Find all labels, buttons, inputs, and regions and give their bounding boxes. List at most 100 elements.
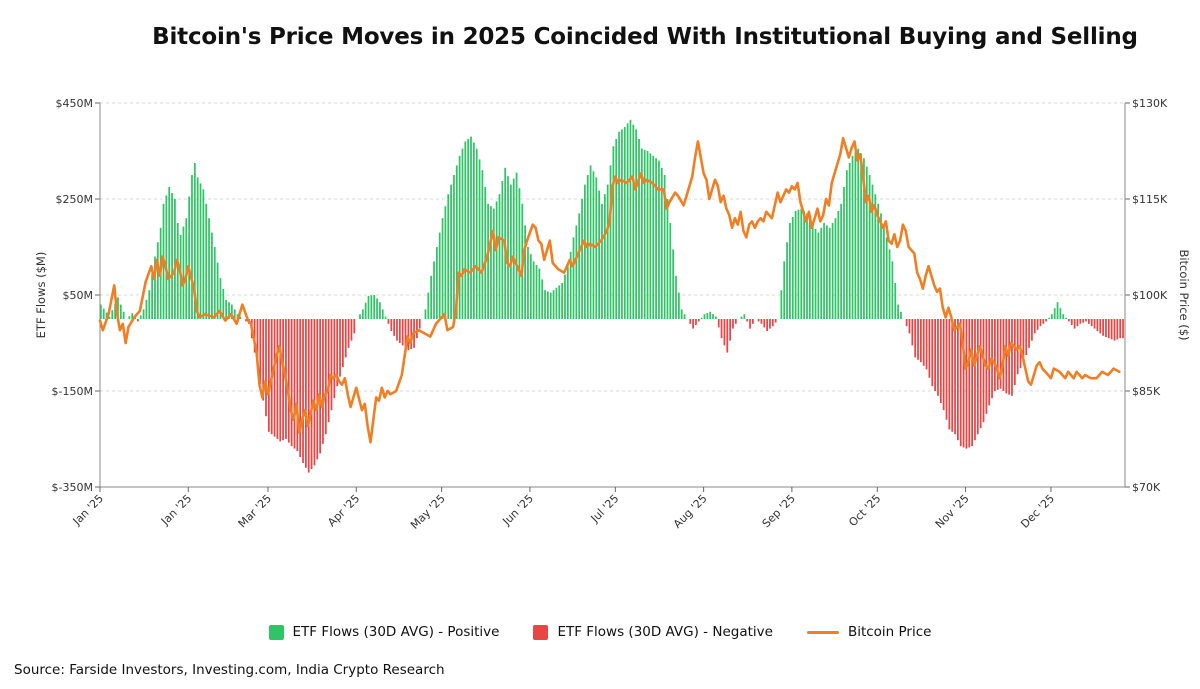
flow-bar-negative [330, 319, 333, 411]
flow-bar-positive [461, 148, 464, 319]
flow-bar-positive [589, 165, 592, 319]
flow-bar-positive [1062, 314, 1065, 319]
flow-bar-positive [874, 194, 877, 319]
flow-bar-negative [720, 319, 723, 339]
flow-bar-negative [1096, 319, 1099, 331]
flow-bar-positive [857, 148, 860, 319]
flow-bar-positive [1059, 308, 1062, 319]
flow-bar-negative [954, 319, 956, 435]
flow-bar-positive [552, 290, 555, 319]
flow-bar-positive [441, 218, 444, 319]
flow-bar-positive [623, 127, 626, 319]
flow-bar-positive [527, 247, 529, 319]
flow-bar-negative [333, 319, 336, 399]
flow-bar-negative [1122, 319, 1124, 339]
flow-bar-positive [808, 219, 811, 319]
flow-bar-negative [937, 319, 939, 396]
flow-bar-positive [529, 254, 532, 319]
flow-bar-positive [524, 225, 526, 319]
flow-bar-negative [996, 319, 999, 390]
y-tick-label-right: $70K [1132, 481, 1161, 494]
flow-bar-positive [635, 129, 638, 319]
flow-bar-positive [182, 226, 185, 319]
flow-bar-positive [225, 299, 228, 319]
flow-bar-negative [310, 319, 313, 469]
flow-bar-positive [532, 261, 535, 319]
flow-bar-positive [213, 247, 216, 319]
flow-bar-positive [578, 213, 581, 319]
flow-bar-negative [1079, 319, 1082, 324]
flow-bar-positive [233, 309, 236, 319]
flow-bar-positive [205, 203, 208, 319]
flow-bar-positive [786, 242, 788, 319]
flow-bar-negative [276, 319, 279, 439]
flow-bar-negative [717, 319, 720, 328]
flow-bar-positive [823, 223, 825, 319]
flow-bar-negative [1076, 319, 1079, 327]
flow-bar-positive [575, 225, 578, 319]
flow-bar-positive [549, 292, 552, 319]
legend-item-negative: ETF Flows (30D AVG) - Negative [533, 624, 773, 640]
legend-item-positive: ETF Flows (30D AVG) - Positive [268, 624, 499, 640]
flow-bar-negative [766, 319, 768, 331]
flow-bar-positive [222, 289, 225, 319]
flow-bar-negative [1045, 319, 1048, 322]
flow-bar-positive [538, 268, 541, 319]
flow-bar-positive [800, 208, 803, 319]
flow-bar-negative [928, 319, 931, 378]
flow-bar-negative [763, 319, 766, 328]
flow-bar-positive [145, 299, 148, 319]
flow-bar-positive [663, 175, 666, 319]
flow-bar-positive [658, 160, 660, 319]
y-tick-label-right: $85K [1132, 385, 1161, 398]
flow-bar-negative [342, 319, 344, 367]
flow-bar-negative [911, 319, 914, 346]
flow-bar-positive [472, 142, 475, 319]
flow-bar-positive [367, 295, 370, 319]
flow-bar-positive [156, 242, 159, 319]
flow-bar-positive [840, 203, 843, 319]
flow-bar-positive [119, 304, 122, 319]
flow-bar-negative [1036, 319, 1039, 330]
flow-bar-positive [598, 190, 601, 319]
flow-bar-negative [347, 319, 350, 348]
x-tick-label: Jan '25 [158, 492, 194, 528]
flow-bar-positive [572, 237, 575, 319]
flow-bar-negative [965, 319, 968, 449]
flow-bar-negative [1008, 319, 1011, 395]
flow-bar-positive [868, 175, 871, 319]
flow-bar-positive [854, 152, 857, 319]
flow-bar-negative [1110, 319, 1113, 340]
flow-bar-positive [891, 261, 894, 319]
flow-bar-negative [410, 319, 413, 349]
x-tick-label: Sep '25 [760, 492, 798, 530]
flow-bar-negative [957, 319, 959, 441]
flow-bar-positive [880, 213, 882, 319]
flow-bar-positive [703, 314, 706, 319]
flow-bar-positive [706, 313, 709, 319]
flow-bar-negative [1019, 319, 1022, 369]
flow-bar-negative [942, 319, 945, 411]
flow-bar-positive [806, 213, 808, 319]
flow-bar-positive [626, 123, 629, 320]
flow-bar-positive [615, 139, 618, 319]
flow-bar-negative [746, 319, 749, 322]
flow-bar-positive [860, 153, 862, 319]
x-tick-label: Dec '25 [1018, 492, 1057, 531]
flow-bar-positive [487, 203, 489, 319]
flow-bar-positive [843, 187, 845, 319]
flow-bar-negative [994, 319, 996, 391]
flow-bar-positive [897, 304, 899, 319]
flow-bar-positive [837, 211, 840, 319]
y-tick-label-right: $100K [1132, 289, 1168, 302]
flow-bar-positive [606, 184, 609, 319]
y-axis-label-right: Bitcoin Price ($) [1177, 249, 1191, 340]
flow-bar-positive [111, 310, 114, 319]
flow-bar-positive [712, 314, 714, 319]
flow-bar-negative [951, 319, 954, 432]
flow-bar-negative [1093, 319, 1096, 329]
flow-bar-negative [398, 319, 401, 343]
flow-bar-positive [1065, 317, 1067, 319]
flow-bar-positive [108, 316, 111, 319]
flow-bar-positive [458, 155, 461, 319]
